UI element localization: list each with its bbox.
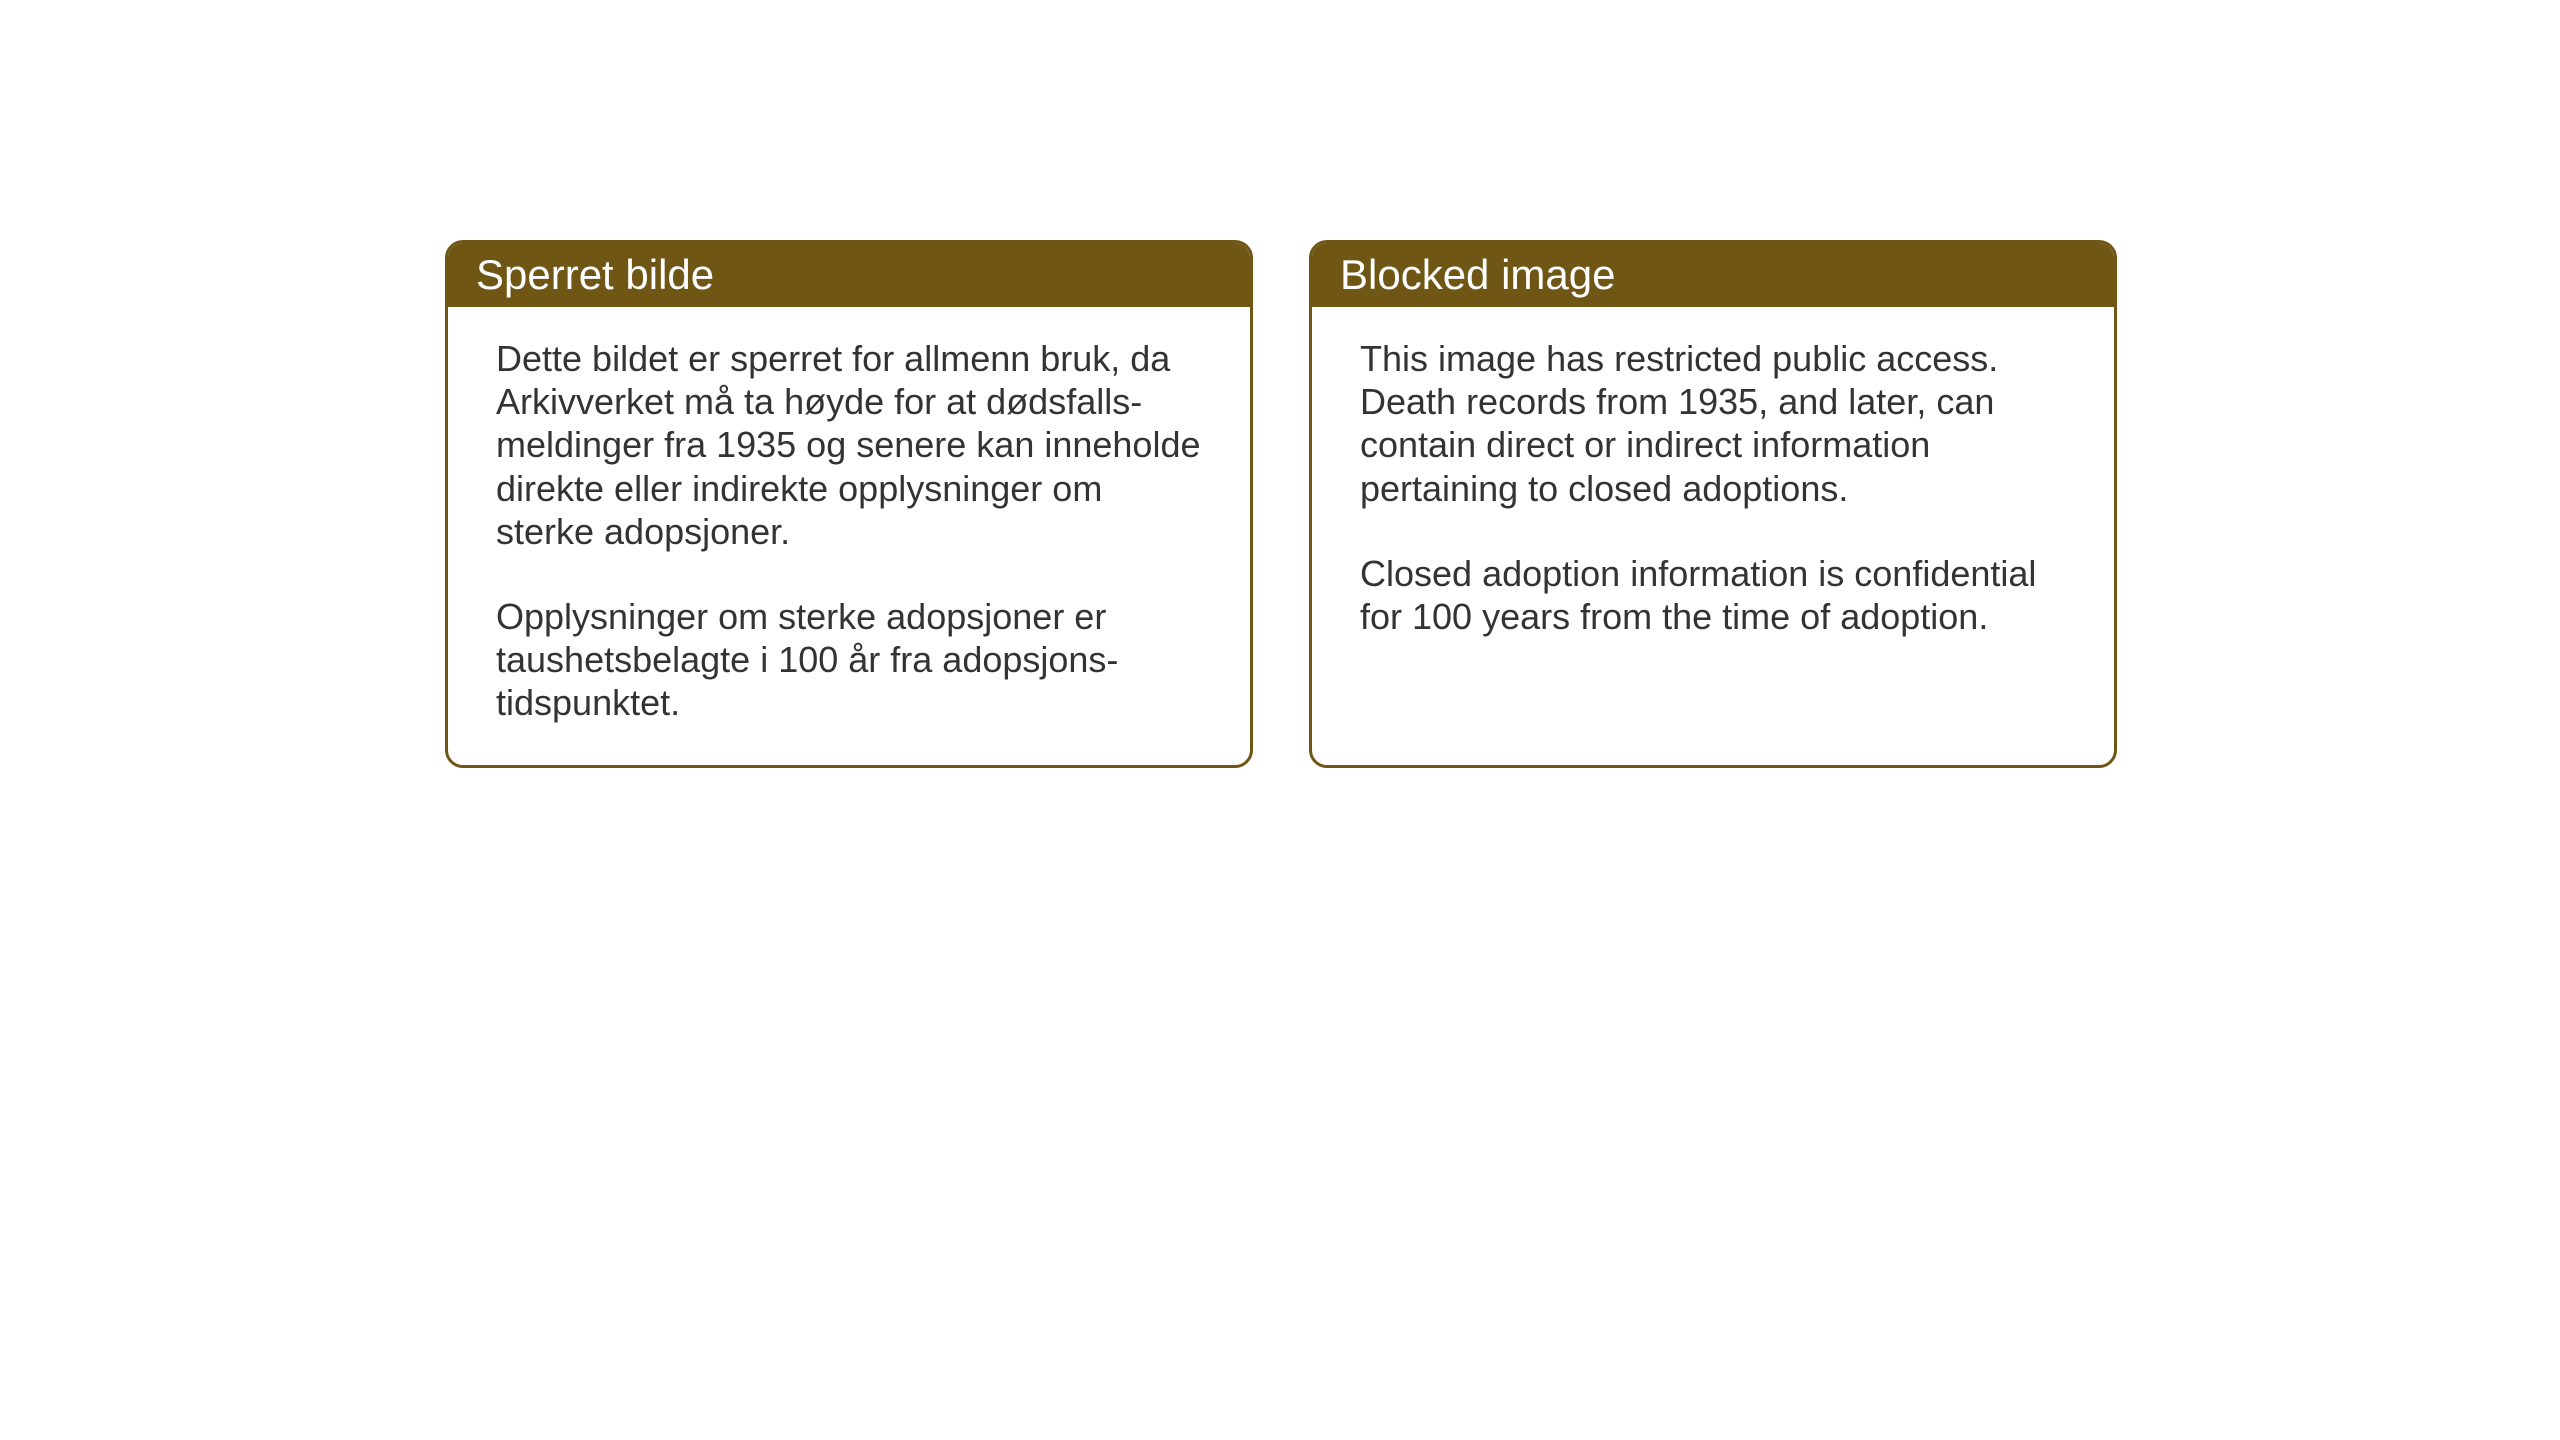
notice-container: Sperret bilde Dette bildet er sperret fo… [445, 240, 2117, 768]
card-body-english: This image has restricted public access.… [1312, 307, 2114, 750]
card-title-norwegian: Sperret bilde [476, 251, 714, 298]
card-header-english: Blocked image [1312, 243, 2114, 307]
card-header-norwegian: Sperret bilde [448, 243, 1250, 307]
card-paragraph-2-norwegian: Opplysninger om sterke adopsjoner er tau… [496, 595, 1202, 725]
card-paragraph-1-norwegian: Dette bildet er sperret for allmenn bruk… [496, 337, 1202, 553]
notice-card-english: Blocked image This image has restricted … [1309, 240, 2117, 768]
card-body-norwegian: Dette bildet er sperret for allmenn bruk… [448, 307, 1250, 765]
card-paragraph-1-english: This image has restricted public access.… [1360, 337, 2066, 510]
card-paragraph-2-english: Closed adoption information is confident… [1360, 552, 2066, 638]
notice-card-norwegian: Sperret bilde Dette bildet er sperret fo… [445, 240, 1253, 768]
card-title-english: Blocked image [1340, 251, 1615, 298]
